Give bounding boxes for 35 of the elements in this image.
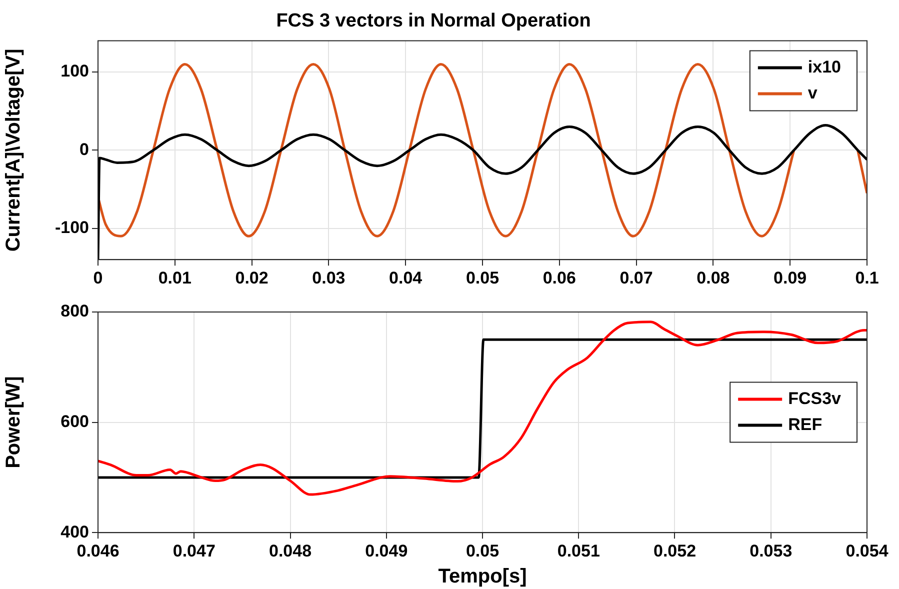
x-tick-label: 0.03: [312, 268, 346, 288]
x-tick-label: 0: [93, 268, 103, 288]
legend-label: ix10: [808, 57, 842, 76]
line-series: [98, 320, 867, 496]
x-tick-label: 0.053: [750, 541, 792, 560]
legend-label: REF: [788, 414, 822, 434]
y-tick-label: 800: [60, 302, 89, 321]
y-tick-label: 100: [60, 62, 89, 81]
y-axis-title: Current[A]\Voltage[V]: [2, 48, 25, 252]
x-tick-label: 0.08: [696, 268, 730, 288]
x-tick-label: 0.1: [855, 268, 879, 288]
x-tick-label: 0.046: [76, 541, 120, 560]
legend-label: v: [808, 83, 818, 102]
x-tick-label: 0.02: [235, 268, 268, 288]
x-tick-label: 0.07: [620, 268, 653, 288]
x-tick-label: 0.04: [389, 268, 423, 288]
x-axis-title: Tempo[s]: [438, 566, 527, 588]
x-tick-label: 0.06: [542, 268, 576, 288]
legend-label: FCS3v: [788, 388, 842, 408]
x-tick-label: 0.047: [172, 541, 216, 560]
x-tick-label: 0.054: [846, 541, 889, 560]
chart-title: FCS 3 vectors in Normal Operation: [276, 10, 591, 32]
y-tick-label: -100: [54, 218, 89, 238]
y-tick-label: 600: [60, 412, 89, 431]
x-tick-label: 0.048: [268, 541, 312, 560]
y-tick-label: 400: [60, 522, 89, 542]
x-tick-label: 0.05: [466, 541, 500, 560]
x-tick-label: 0.05: [466, 268, 500, 288]
x-tick-label: 0.049: [365, 541, 408, 560]
x-tick-label: 0.09: [774, 268, 807, 288]
x-tick-label: 0.01: [158, 268, 192, 288]
x-tick-label: 0.051: [557, 541, 600, 560]
y-tick-label: 0: [80, 140, 89, 159]
x-tick-label: 0.052: [653, 541, 696, 560]
y-axis-title: Power[W]: [2, 376, 25, 468]
